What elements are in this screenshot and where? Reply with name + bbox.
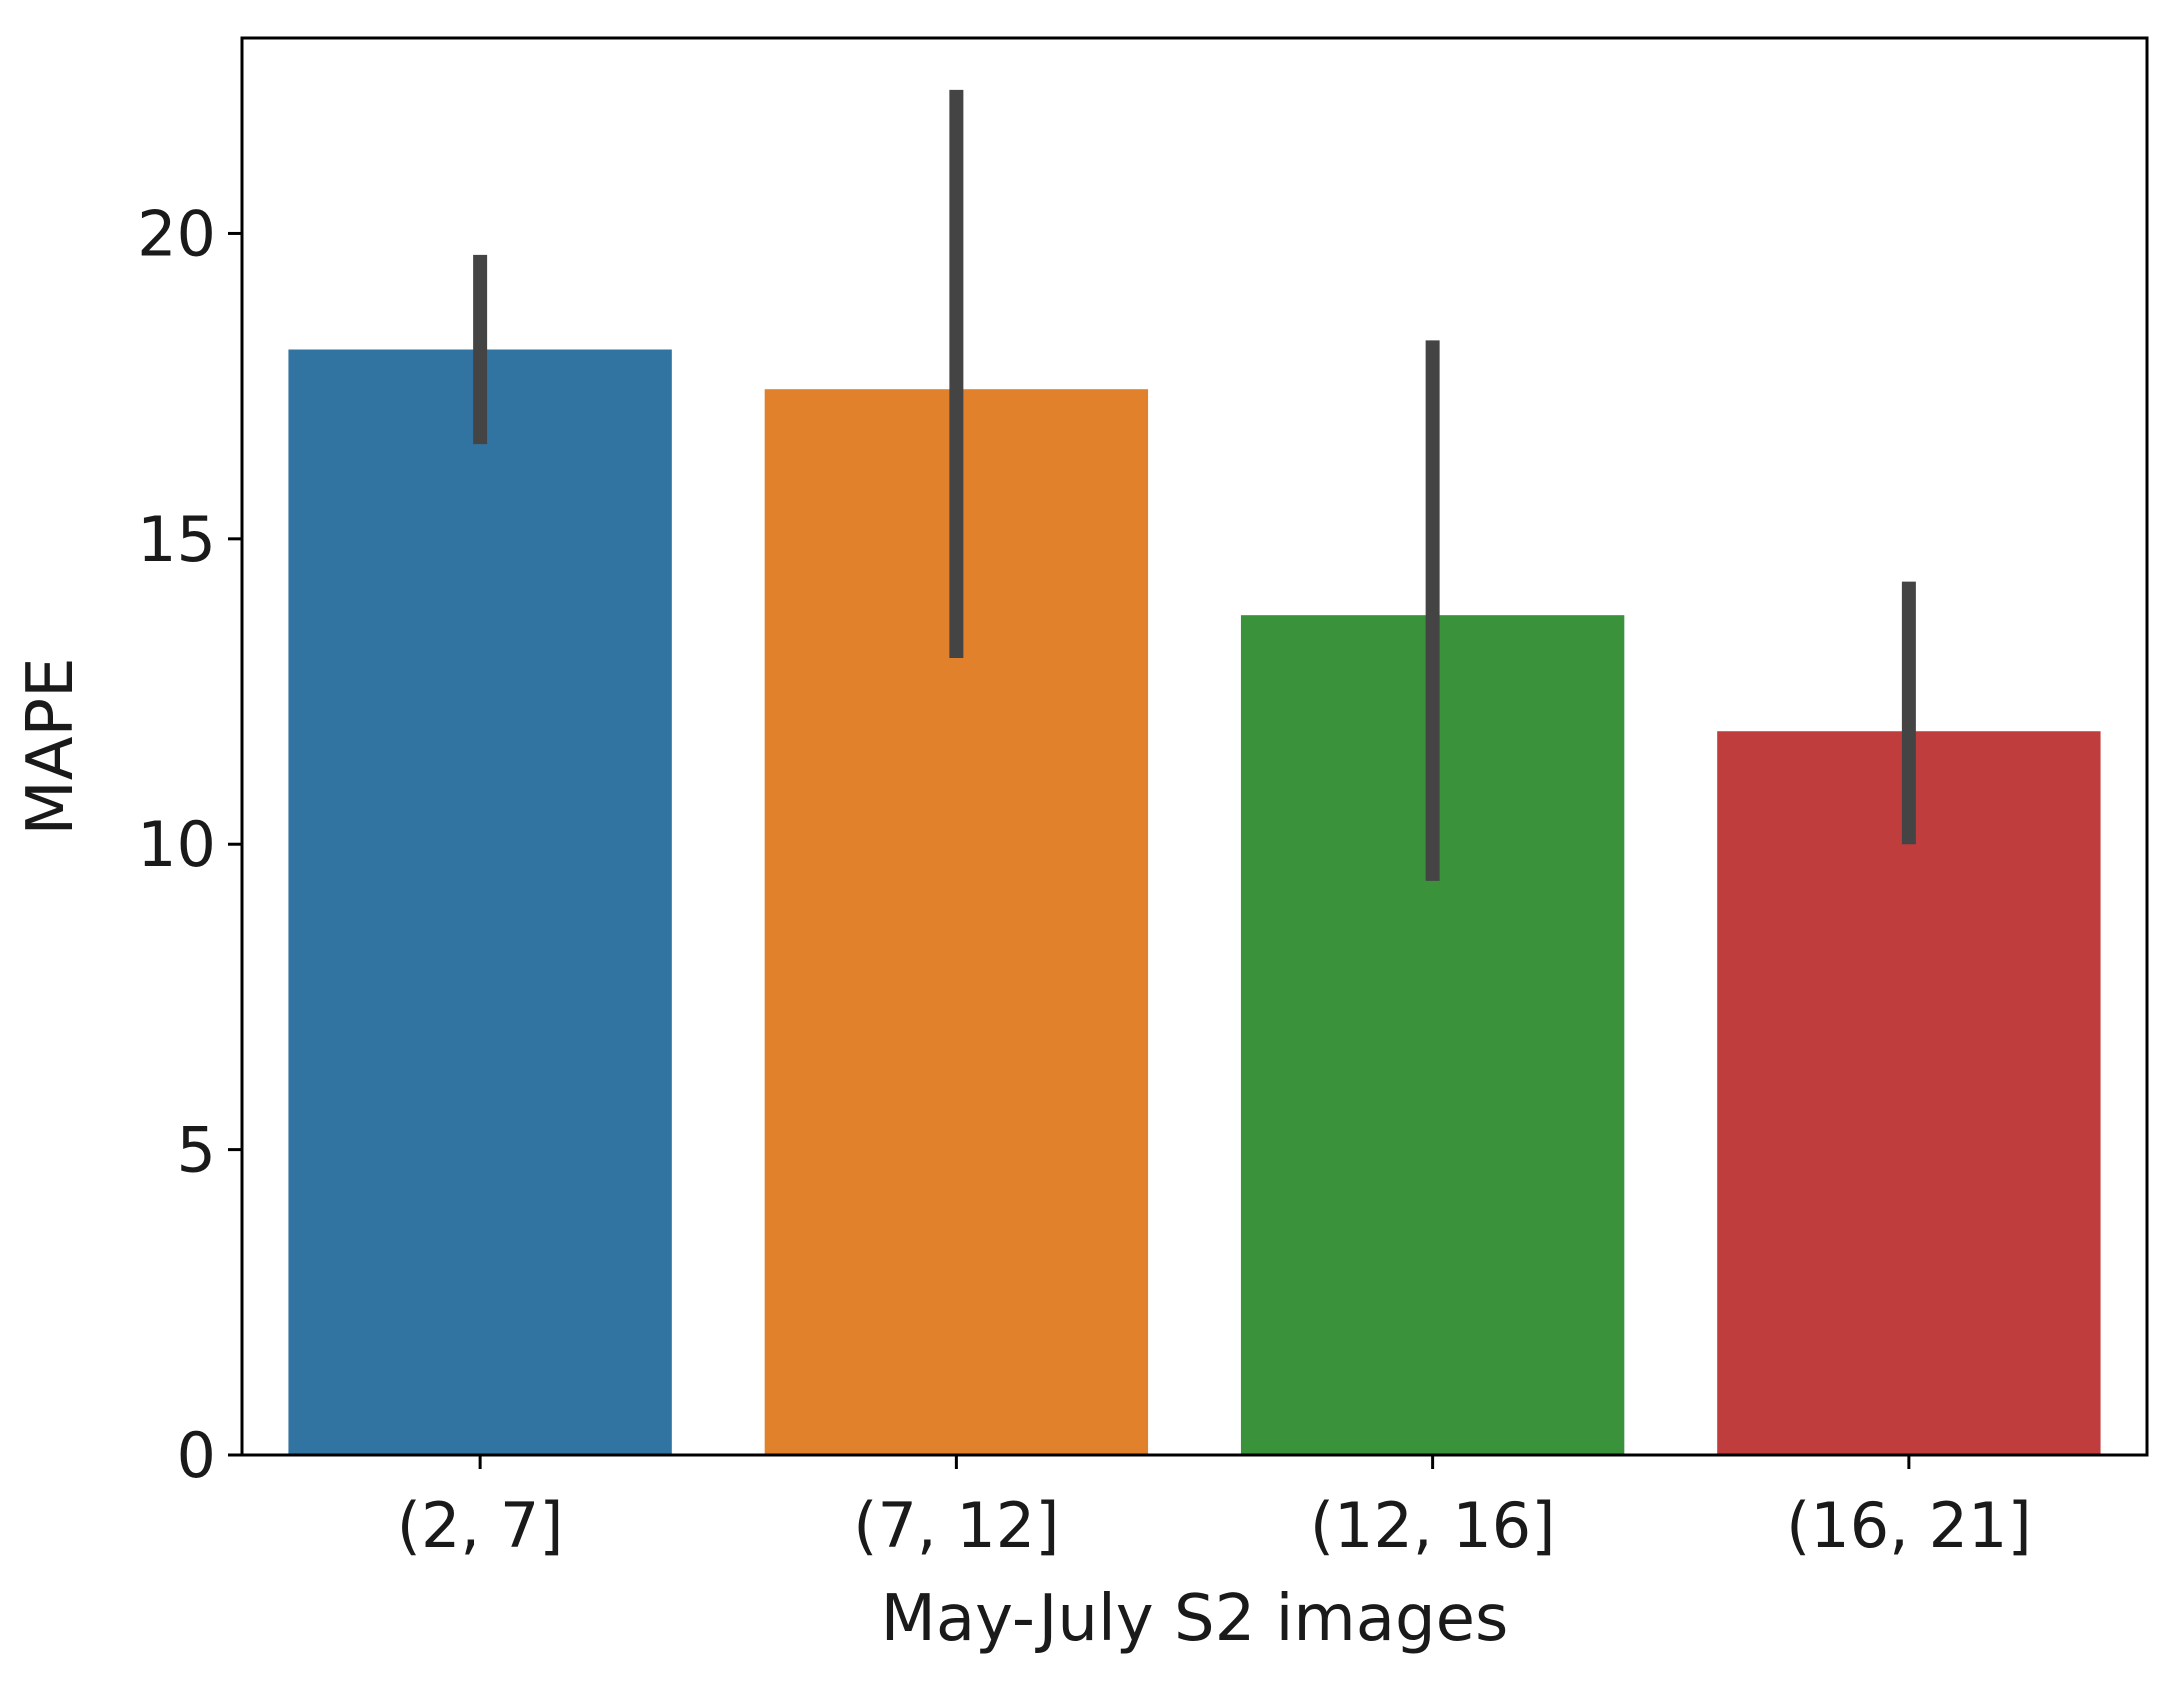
bar-4 <box>1717 731 2101 1455</box>
bars-layer <box>288 349 2101 1456</box>
y-tick-label-2: 5 <box>177 1114 216 1187</box>
y-axis-ticks: 0 5 10 15 20 <box>137 197 242 1492</box>
x-tick-label-1: (2, 7] <box>397 1489 564 1562</box>
y-tick-label-3: 10 <box>137 808 216 881</box>
error-bars-layer <box>473 89 1916 881</box>
plot-frame <box>240 36 2149 1457</box>
bar-1 <box>288 349 672 1455</box>
y-tick-label-5: 20 <box>137 197 216 270</box>
x-axis-ticks: (2, 7] (7, 12] (12, 16] (16, 21] <box>397 1455 2032 1562</box>
y-axis-label: MAPE <box>14 657 88 835</box>
y-tick-label-1: 0 <box>177 1419 216 1492</box>
y-tick-label-4: 15 <box>137 503 216 576</box>
x-tick-label-4: (16, 21] <box>1786 1489 2032 1562</box>
x-tick-label-3: (12, 16] <box>1310 1489 1556 1562</box>
x-tick-label-2: (7, 12] <box>853 1489 1059 1562</box>
x-axis-label: May-July S2 images <box>881 1582 1509 1656</box>
